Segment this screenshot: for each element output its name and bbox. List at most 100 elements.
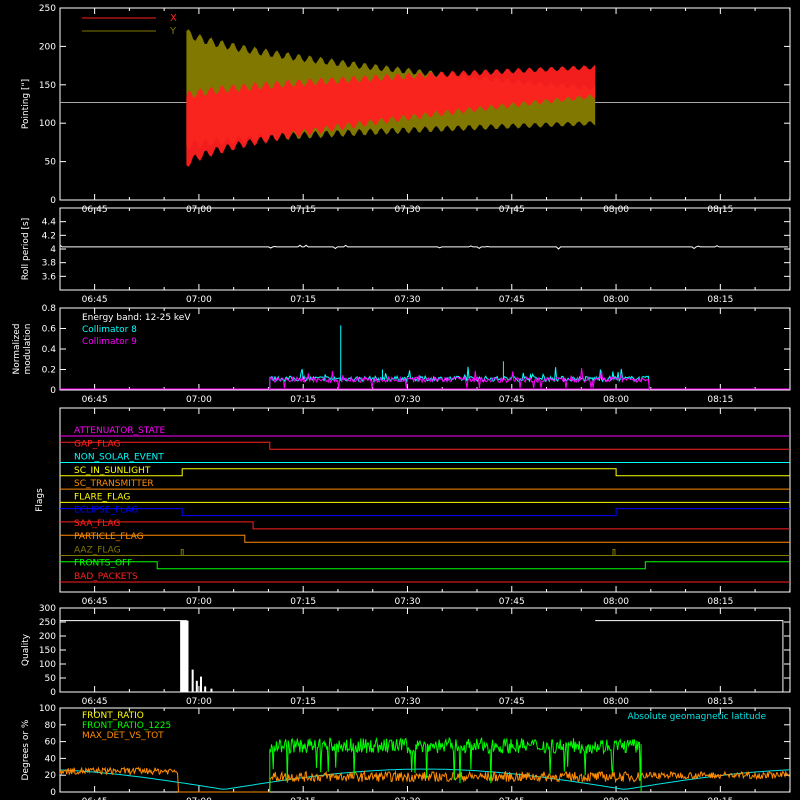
flag-line-eclipse-flag (60, 508, 790, 517)
y-tick-label: 40 (45, 754, 57, 764)
x-tick-label: 07:45 (499, 797, 525, 800)
legend-label: Y (169, 26, 177, 37)
panel-frame (59, 7, 791, 201)
flag-label: PARTICLE_FLAG (74, 532, 144, 542)
panel-frame (59, 407, 791, 593)
panel-frame (59, 707, 791, 793)
y-tick-label: 150 (39, 81, 56, 91)
y-axis-label: Flags (35, 488, 45, 512)
y-tick-label: 200 (39, 42, 56, 52)
panel-6: 06:45 07:00 07:15 07:30 07:45 08:00 08:15 0 20 40… (21, 704, 791, 800)
x-tick-label: 07:00 (186, 597, 212, 607)
x-tick-label: 07:30 (395, 597, 421, 607)
series-X (186, 64, 596, 167)
y-tick-label: 0 (50, 196, 56, 206)
y-tick-label: 0.2 (42, 366, 56, 376)
x-tick-label: 07:00 (186, 797, 212, 800)
y-tick-label: 300 (39, 604, 56, 614)
y-tick-label: 0.6 (42, 325, 57, 335)
x-tick-label: 07:30 (395, 295, 421, 305)
y-tick-label: 0.8 (42, 304, 57, 314)
flag-line-sc-in-sunlight (60, 468, 790, 477)
flag-line-gap-flag (60, 441, 790, 450)
x-tick-label: 06:45 (82, 797, 108, 800)
flag-label: GAP_FLAG (74, 439, 120, 449)
y-tick-label: 0 (50, 788, 56, 798)
y-tick-label: 80 (45, 721, 57, 731)
y-axis-label: Normalized (12, 323, 22, 374)
y-tick-label: 3.6 (42, 272, 57, 282)
flag-label: FRONTS_OFF (74, 559, 132, 569)
x-tick-label: 07:30 (395, 697, 421, 707)
flag-pulse (180, 548, 184, 556)
series-front-ratio-1225 (269, 736, 642, 792)
x-tick-label: 07:45 (499, 395, 525, 405)
flag-label: FLARE_FLAG (74, 492, 130, 502)
x-tick-label: 06:45 (82, 395, 108, 405)
flag-label: ECLIPSE_FLAG (74, 506, 138, 516)
x-tick-label: 07:00 (186, 395, 212, 405)
legend-label: FRONT_RATIO_1225 (82, 721, 171, 731)
flag-line-saa-flag (60, 521, 790, 530)
legend-label: X (170, 13, 177, 24)
x-tick-label: 08:15 (707, 395, 733, 405)
legend-label: Collimator 8 (82, 325, 137, 335)
x-tick-label: 06:45 (82, 295, 108, 305)
panel-2: 06:45 07:00 07:15 07:30 07:45 08:00 08:15 3.6 3.… (21, 207, 791, 305)
y-tick-label: 3.8 (42, 259, 57, 269)
y-axis-label: Degrees or % (21, 719, 31, 780)
y-axis-label: Quality (21, 633, 31, 666)
y-tick-label: 0 (50, 386, 56, 396)
panel-5: 06:45 07:00 07:15 07:30 07:45 08:00 08:15 0 50 10… (21, 604, 791, 707)
x-tick-label: 07:45 (499, 697, 525, 707)
roll-period-line (59, 244, 788, 250)
y-tick-label: 100 (39, 660, 56, 670)
y-tick-label: 4 (50, 245, 56, 255)
flag-line-particle-flag (60, 534, 790, 543)
flag-label: AAZ_FLAG (74, 545, 121, 555)
x-tick-label: 07:00 (186, 697, 212, 707)
series-geomagnetic-latitude (59, 768, 791, 790)
legend-label: MAX_DET_VS_TOT (82, 731, 164, 741)
series-Collimator-8 (269, 366, 650, 391)
legend-label: FRONT_RATIO (82, 711, 144, 721)
flag-label: SAA_FLAG (74, 519, 120, 529)
flag-label: NON_SOLAR_EVENT (74, 453, 164, 463)
flag-line-fronts-off (60, 561, 790, 570)
x-tick-label: 08:15 (707, 295, 733, 305)
flag-label: BAD_PACKETS (74, 572, 138, 582)
x-tick-label: 08:00 (603, 697, 629, 707)
y-axis-label: modulation (23, 324, 33, 375)
y-axis-label: Roll period [s] (21, 218, 31, 280)
y-tick-label: 250 (39, 618, 56, 628)
y-tick-label: 200 (39, 632, 56, 642)
flag-pulse (612, 548, 616, 556)
x-tick-label: 06:45 (82, 597, 108, 607)
x-tick-label: 08:15 (707, 797, 733, 800)
x-tick-label: 08:00 (603, 597, 629, 607)
panel-4: 06:45 07:00 07:15 07:30 07:45 08:00 08:15 Flags… (35, 407, 791, 607)
x-tick-label: 07:45 (499, 597, 525, 607)
x-tick-label: 08:00 (603, 295, 629, 305)
x-tick-label: 06:45 (82, 697, 108, 707)
x-tick-label: 07:30 (395, 797, 421, 800)
x-tick-label: 07:15 (290, 295, 316, 305)
x-tick-label: 07:00 (186, 295, 212, 305)
energy-band-label: Energy band: 12-25 keV (82, 313, 191, 323)
flag-label: SC_TRANSMITTER (74, 479, 154, 489)
x-tick-label: 07:15 (290, 395, 316, 405)
y-tick-label: 20 (45, 771, 57, 781)
x-tick-label: 07:15 (290, 797, 316, 800)
x-tick-label: 08:00 (603, 797, 629, 800)
y-tick-label: 0 (50, 688, 56, 698)
y-axis-label: Pointing ["] (21, 79, 31, 129)
series-Collimator-9 (269, 367, 650, 391)
x-tick-label: 07:45 (499, 295, 525, 305)
flag-label: ATTENUATOR_STATE (74, 426, 166, 436)
y-tick-label: 4.2 (42, 231, 56, 241)
y-tick-label: 4.4 (42, 218, 57, 228)
x-tick-label: 07:15 (290, 697, 316, 707)
legend-label: Absolute geomagnetic latitude (627, 712, 766, 722)
y-tick-label: 0.4 (42, 345, 57, 355)
